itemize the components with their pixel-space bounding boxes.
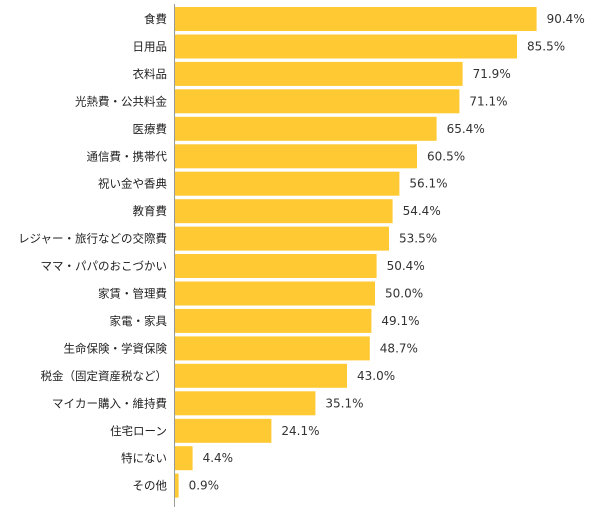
category-label: 生命保険・学資保険 <box>64 341 168 355</box>
category-label: 教育費 <box>133 204 168 218</box>
bar-12 <box>175 308 372 333</box>
value-label: 53.5% <box>399 232 437 246</box>
category-label: 祝い金や香典 <box>98 177 167 191</box>
category-label: 住宅ローン <box>110 424 167 438</box>
value-label: 35.1% <box>325 396 363 410</box>
value-label: 56.1% <box>409 177 447 191</box>
value-label: 49.1% <box>381 314 419 328</box>
value-label: 24.1% <box>281 424 319 438</box>
value-label: 48.7% <box>380 341 418 355</box>
value-label: 85.5% <box>527 39 565 53</box>
bar-8 <box>175 199 393 224</box>
value-label: 50.0% <box>385 287 423 301</box>
bar-6 <box>175 144 417 169</box>
bar-10 <box>175 254 377 278</box>
bar-7 <box>175 171 400 196</box>
value-label: 60.5% <box>427 149 465 163</box>
bar-13 <box>175 336 370 361</box>
category-label: ママ・パパのおこづかい <box>41 259 168 273</box>
bar-4 <box>175 89 460 114</box>
value-labels: 90.4% 85.5% 71.9% 71.1% 65.4% 60.5% 56.1% 54.4%… <box>189 12 585 493</box>
value-label: 90.4% <box>547 12 585 26</box>
category-label: 衣料品 <box>133 67 168 81</box>
category-label: 家電・家具 <box>110 314 168 328</box>
category-label: 税金（固定資産税など） <box>41 369 168 383</box>
bar-1 <box>175 7 537 31</box>
bar-2 <box>175 34 517 59</box>
value-label: 71.1% <box>469 94 507 108</box>
value-label: 43.0% <box>357 369 395 383</box>
bars-group <box>175 7 537 498</box>
category-labels: 食費日用品衣料品光熱費・公共料金医療費通信費・携帯代祝い金や香典教育費レジャー・… <box>18 12 167 493</box>
category-label: 家賃・管理費 <box>98 287 167 301</box>
value-label: 71.9% <box>473 67 511 81</box>
bar-17 <box>175 446 193 471</box>
category-label: 特にない <box>121 451 167 465</box>
value-label: 54.4% <box>403 204 441 218</box>
value-label: 0.9% <box>189 479 220 493</box>
bar-9 <box>175 226 389 251</box>
category-label: 医療費 <box>133 122 168 136</box>
bar-15 <box>175 391 316 416</box>
category-label: 光熱費・公共料金 <box>75 94 167 108</box>
value-label: 50.4% <box>387 259 425 273</box>
category-label: 通信費・携帯代 <box>87 149 168 163</box>
bar-5 <box>175 116 437 141</box>
category-label: レジャー・旅行などの交際費 <box>18 232 167 246</box>
category-label: 日用品 <box>133 39 168 53</box>
category-label: マイカー購入・維持費 <box>52 396 167 410</box>
value-label: 65.4% <box>447 122 485 136</box>
bar-18 <box>175 473 179 498</box>
category-label: その他 <box>133 479 168 493</box>
bar-11 <box>175 281 375 306</box>
bar-14 <box>175 363 347 388</box>
bar-16 <box>175 418 272 443</box>
value-label: 4.4% <box>203 451 234 465</box>
bar-3 <box>175 61 463 86</box>
category-label: 食費 <box>144 12 167 26</box>
